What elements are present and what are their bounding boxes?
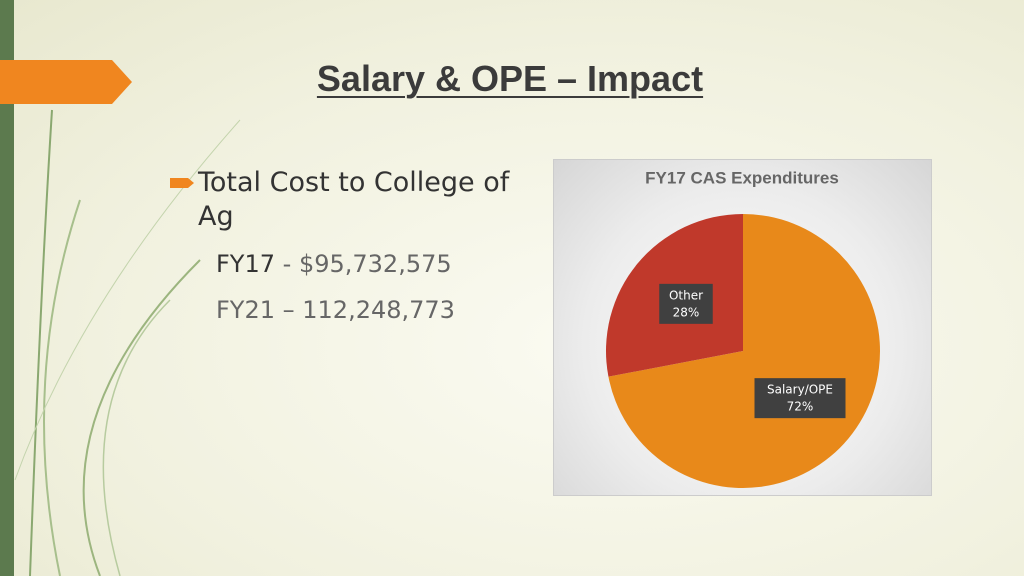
- label-box: [659, 283, 713, 324]
- chart-title: FY17 CAS Expenditures: [645, 168, 839, 187]
- data-label: Salary/OPE 72%: [754, 378, 846, 419]
- sub-item: FY21 – 112,248,773: [216, 296, 455, 324]
- sub-item: FY17 - $95,732,575: [216, 250, 452, 278]
- sub-amount: - $95,732,575: [282, 250, 452, 278]
- label-category: Other: [669, 288, 703, 302]
- label-value: 28%: [673, 305, 700, 319]
- label-box: [754, 378, 846, 419]
- sub-label: FY17: [216, 250, 276, 278]
- chart: FY17 CAS Expenditures Salary/OPE 72% Other…: [606, 168, 880, 488]
- label-category: Salary/OPE: [767, 383, 833, 397]
- chart-area: FY17 CAS Expenditures Salary/OPE 72% Other…: [553, 159, 932, 496]
- bullet: Total Cost to College of Ag: [198, 167, 510, 232]
- pie-slice: [608, 214, 880, 488]
- data-label: Other 28%: [659, 283, 713, 324]
- label-value: 72%: [787, 400, 814, 414]
- slide-title: Salary & OPE – Impact: [316, 58, 704, 99]
